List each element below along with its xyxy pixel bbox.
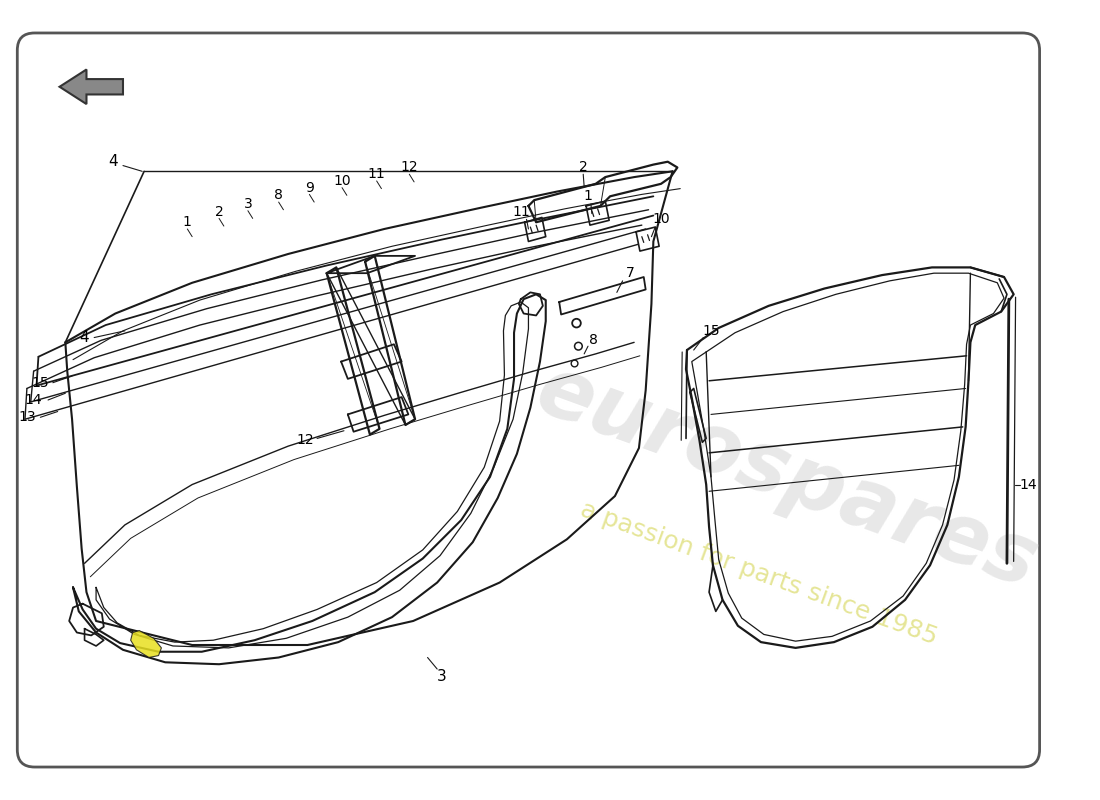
Text: a passion for parts since 1985: a passion for parts since 1985 (578, 497, 940, 649)
Text: 15: 15 (702, 324, 719, 338)
Text: 9: 9 (305, 181, 314, 194)
Text: 12: 12 (297, 434, 315, 447)
Text: 11: 11 (367, 167, 385, 182)
Text: 7: 7 (626, 266, 635, 280)
Text: eurospares: eurospares (527, 349, 1049, 605)
FancyBboxPatch shape (18, 33, 1040, 767)
Text: 4: 4 (109, 154, 118, 170)
Text: 2: 2 (579, 161, 587, 174)
Text: 11: 11 (513, 205, 530, 218)
Text: 8: 8 (274, 188, 283, 202)
Text: 13: 13 (18, 410, 35, 424)
Text: 14: 14 (25, 393, 43, 407)
Polygon shape (131, 630, 162, 658)
Text: 12: 12 (400, 161, 418, 174)
Text: 15: 15 (32, 376, 50, 390)
Text: 10: 10 (652, 212, 670, 226)
Text: 1: 1 (584, 190, 593, 203)
Text: 8: 8 (590, 334, 598, 347)
Text: 2: 2 (214, 205, 223, 218)
Text: 3: 3 (243, 197, 252, 211)
Text: 3: 3 (437, 670, 447, 684)
Polygon shape (59, 70, 123, 104)
Text: 4: 4 (79, 330, 89, 345)
Text: 10: 10 (333, 174, 351, 188)
Text: 14: 14 (1020, 478, 1037, 491)
Text: 1: 1 (183, 215, 191, 230)
